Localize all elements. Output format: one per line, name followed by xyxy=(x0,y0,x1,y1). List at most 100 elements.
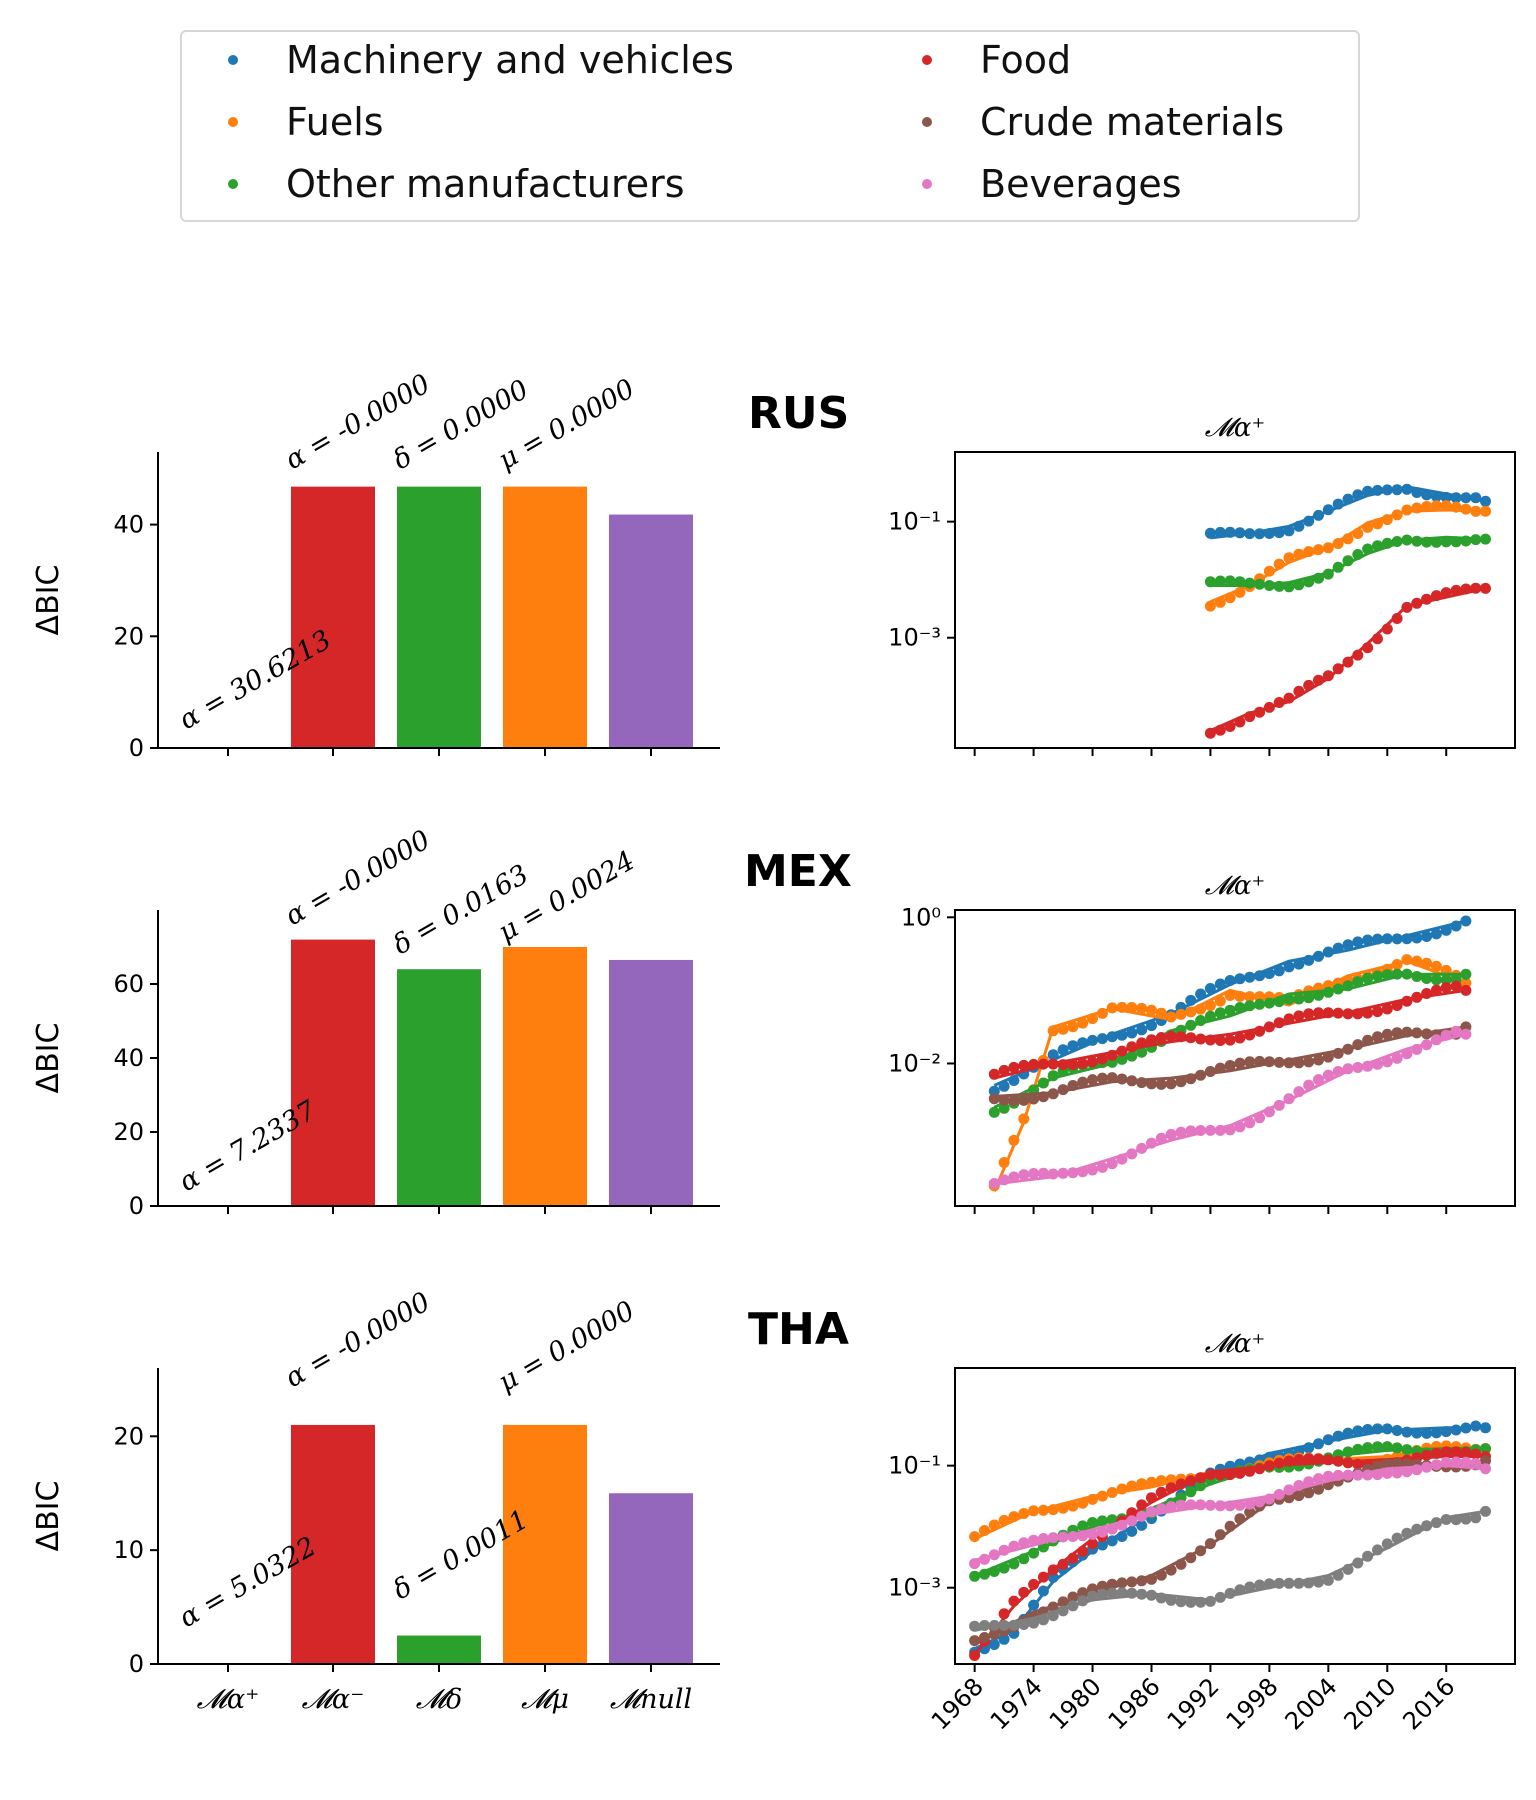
data-point xyxy=(1116,1519,1128,1531)
data-point xyxy=(1047,1532,1059,1544)
data-point xyxy=(1244,528,1256,540)
data-point xyxy=(1018,1586,1030,1598)
data-point xyxy=(1165,1128,1177,1140)
data-point xyxy=(1322,1051,1334,1063)
data-point xyxy=(1470,1512,1482,1524)
data-point xyxy=(1067,1591,1079,1603)
plot-frame xyxy=(954,1367,1516,1665)
data-point xyxy=(1411,955,1423,967)
legend-item-other-manufacturers: Other manufacturers xyxy=(182,162,685,206)
data-point xyxy=(1332,561,1344,573)
data-point xyxy=(1263,1021,1275,1033)
data-point xyxy=(1106,1158,1118,1170)
data-point xyxy=(1322,504,1334,516)
data-point xyxy=(1440,924,1452,936)
data-point xyxy=(1126,1480,1138,1492)
data-point xyxy=(1391,933,1403,945)
data-point xyxy=(1313,1473,1324,1485)
data-point xyxy=(1480,1505,1491,1517)
data-point xyxy=(1460,1456,1472,1468)
data-point xyxy=(1303,1453,1315,1465)
data-point xyxy=(1155,1475,1167,1487)
data-point xyxy=(1254,1055,1266,1067)
data-point xyxy=(1332,498,1344,510)
data-point xyxy=(998,1064,1010,1076)
x-tick-label: 2004 xyxy=(1280,1672,1343,1735)
data-point xyxy=(1146,1137,1157,1149)
data-point xyxy=(1057,1605,1069,1617)
data-point xyxy=(1037,1614,1049,1626)
data-point xyxy=(1185,1499,1197,1511)
data-point xyxy=(1263,565,1275,577)
x-tick-label: 1980 xyxy=(1044,1672,1107,1735)
data-point xyxy=(988,1519,1000,1531)
data-point xyxy=(1430,974,1442,986)
data-point xyxy=(998,1102,1010,1114)
data-point xyxy=(1067,1040,1079,1052)
data-point xyxy=(988,1639,1000,1650)
data-point xyxy=(1293,548,1305,560)
data-point xyxy=(1313,674,1324,686)
data-point xyxy=(1273,965,1285,977)
data-point xyxy=(1234,990,1246,1002)
data-point xyxy=(1372,1006,1383,1018)
data-point xyxy=(1381,1441,1393,1453)
data-point xyxy=(1185,1125,1197,1137)
data-point xyxy=(1401,954,1413,966)
data-point xyxy=(1077,1520,1089,1532)
data-point xyxy=(1440,1514,1452,1525)
data-point xyxy=(1362,1034,1374,1046)
plot-frame xyxy=(954,451,1516,749)
data-point xyxy=(1411,971,1423,982)
data-point xyxy=(1332,1455,1344,1467)
bar-tha-4 xyxy=(609,1493,693,1664)
data-point xyxy=(1480,1443,1491,1455)
data-point xyxy=(998,1174,1010,1186)
data-point xyxy=(1352,976,1364,988)
data-point xyxy=(1254,1496,1266,1508)
data-point xyxy=(1057,1084,1069,1096)
data-point xyxy=(1322,1069,1334,1081)
data-point xyxy=(1185,1552,1197,1564)
data-point xyxy=(1273,1017,1285,1029)
data-point xyxy=(969,1635,981,1647)
x-tick-label: 𝓜δ xyxy=(416,1684,463,1715)
data-point xyxy=(1185,1019,1197,1031)
data-point xyxy=(1411,1464,1423,1476)
data-point xyxy=(1096,1580,1108,1592)
data-point xyxy=(1087,1517,1098,1528)
y-tick-label: 10⁻¹ xyxy=(888,508,941,536)
data-point xyxy=(1352,1469,1364,1481)
x-tick-label: 1992 xyxy=(1162,1672,1225,1735)
data-point xyxy=(1283,993,1295,1005)
data-point xyxy=(1244,1029,1256,1041)
x-tick-label: 2016 xyxy=(1397,1672,1460,1735)
data-point xyxy=(1401,1527,1413,1539)
data-point xyxy=(1234,527,1246,539)
data-point xyxy=(1263,701,1275,713)
data-point xyxy=(1106,1578,1118,1590)
bar-rus-3 xyxy=(503,486,587,748)
data-point xyxy=(1460,583,1472,595)
data-point xyxy=(1381,1056,1393,1068)
data-point xyxy=(1185,994,1197,1006)
x-tick-label: 1998 xyxy=(1221,1672,1284,1735)
country-label-mex: MEX xyxy=(744,846,852,897)
data-point xyxy=(1067,1531,1079,1542)
data-point xyxy=(1195,1545,1207,1557)
data-point xyxy=(1362,543,1374,555)
data-point xyxy=(1214,1124,1226,1136)
data-point xyxy=(1401,1444,1413,1456)
y-axis-label: ΔBIC xyxy=(31,565,66,636)
data-point xyxy=(1057,1023,1069,1035)
data-point xyxy=(1460,915,1472,927)
data-point xyxy=(1362,1550,1374,1562)
data-point xyxy=(1057,1596,1069,1608)
data-point xyxy=(1440,1446,1452,1458)
data-point xyxy=(1381,514,1393,526)
data-point xyxy=(1136,1002,1148,1014)
data-point xyxy=(1460,503,1472,515)
data-point xyxy=(1195,1003,1207,1015)
x-tick-label: 𝓜α⁺ xyxy=(197,1684,260,1715)
data-point xyxy=(1450,1025,1462,1037)
